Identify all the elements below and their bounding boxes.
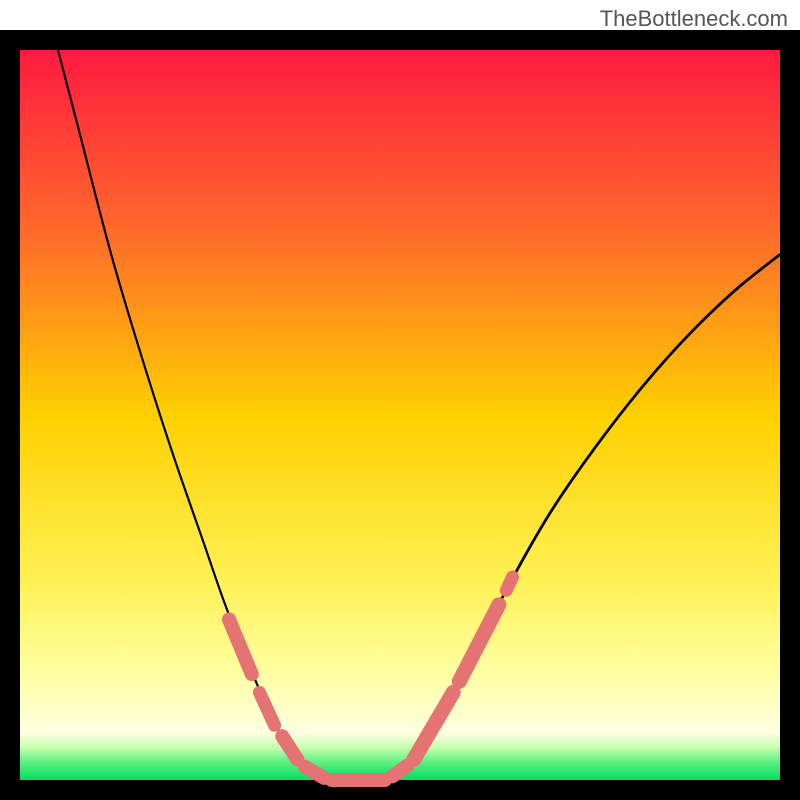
overlay-segment <box>305 767 324 778</box>
chart-container: TheBottleneck.com <box>0 0 800 800</box>
watermark-label: TheBottleneck.com <box>600 6 788 32</box>
bottleneck-chart <box>0 0 800 800</box>
overlay-segment <box>392 765 407 776</box>
overlay-segment <box>506 577 512 590</box>
